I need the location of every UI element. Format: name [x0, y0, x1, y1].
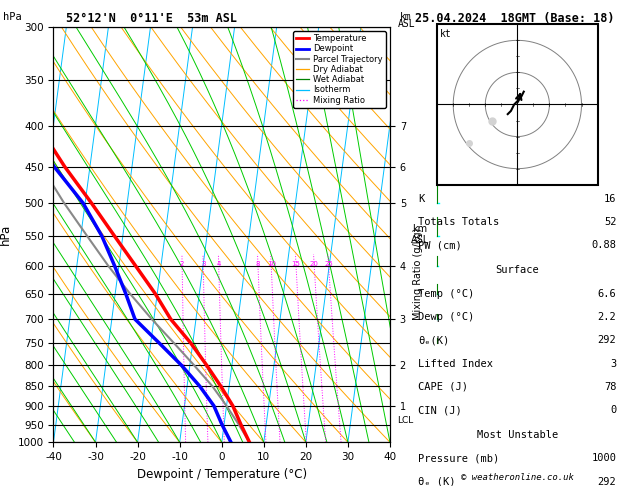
Text: 4: 4 — [216, 260, 221, 267]
Text: Totals Totals: Totals Totals — [418, 217, 499, 227]
Text: 292: 292 — [598, 477, 616, 486]
Text: Lifted Index: Lifted Index — [418, 359, 493, 368]
Text: 10: 10 — [267, 260, 276, 267]
Text: 0.88: 0.88 — [591, 241, 616, 250]
Text: 52: 52 — [604, 217, 616, 227]
Text: Pressure (mb): Pressure (mb) — [418, 453, 499, 463]
Text: 1000: 1000 — [591, 453, 616, 463]
Text: kt: kt — [440, 29, 452, 39]
X-axis label: Dewpoint / Temperature (°C): Dewpoint / Temperature (°C) — [136, 468, 307, 481]
Text: Surface: Surface — [496, 265, 539, 275]
Text: θₑ (K): θₑ (K) — [418, 477, 456, 486]
Text: Most Unstable: Most Unstable — [477, 430, 558, 440]
Text: 2.2: 2.2 — [598, 312, 616, 322]
Text: 0: 0 — [610, 405, 616, 415]
Text: Mixing Ratio (g/kg): Mixing Ratio (g/kg) — [413, 227, 423, 319]
Text: θₑ(K): θₑ(K) — [418, 335, 450, 345]
Text: 25.04.2024  18GMT (Base: 18): 25.04.2024 18GMT (Base: 18) — [415, 12, 615, 25]
Text: ASL: ASL — [398, 19, 415, 30]
Text: Dewp (°C): Dewp (°C) — [418, 312, 474, 322]
Text: K: K — [418, 194, 425, 204]
Text: 16: 16 — [604, 194, 616, 204]
Legend: Temperature, Dewpoint, Parcel Trajectory, Dry Adiabat, Wet Adiabat, Isotherm, Mi: Temperature, Dewpoint, Parcel Trajectory… — [293, 31, 386, 108]
Text: 25: 25 — [325, 260, 333, 267]
Text: © weatheronline.co.uk: © weatheronline.co.uk — [461, 473, 574, 482]
Text: LCL: LCL — [397, 417, 413, 425]
Text: hPa: hPa — [3, 12, 22, 22]
Text: 8: 8 — [256, 260, 260, 267]
Text: 20: 20 — [310, 260, 319, 267]
Y-axis label: km
ASL: km ASL — [411, 224, 429, 245]
Y-axis label: hPa: hPa — [0, 224, 12, 245]
Text: km: km — [399, 12, 411, 22]
Text: 52°12'N  0°11'E  53m ASL: 52°12'N 0°11'E 53m ASL — [66, 12, 237, 25]
Text: PW (cm): PW (cm) — [418, 241, 462, 250]
Text: 3: 3 — [610, 359, 616, 368]
Text: 2: 2 — [180, 260, 184, 267]
Text: Temp (°C): Temp (°C) — [418, 289, 474, 298]
Text: 3: 3 — [201, 260, 206, 267]
Text: 6.6: 6.6 — [598, 289, 616, 298]
Text: CAPE (J): CAPE (J) — [418, 382, 469, 392]
Text: 15: 15 — [292, 260, 301, 267]
Text: CIN (J): CIN (J) — [418, 405, 462, 415]
Text: 78: 78 — [604, 382, 616, 392]
Text: 292: 292 — [598, 335, 616, 345]
